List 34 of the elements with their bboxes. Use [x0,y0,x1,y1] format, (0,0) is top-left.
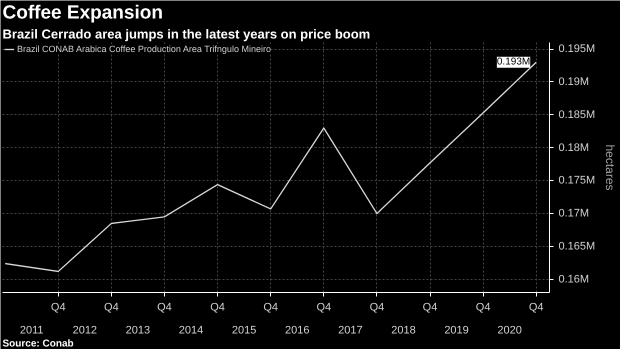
legend-label: Brazil CONAB Arabica Coffee Production Area Trifngulo Mineiro [17,44,271,54]
y-tick-label: 0.16M [558,273,590,286]
x-tick-label: Q4 [370,302,384,314]
x-tick-label: Q4 [476,302,490,314]
y-tick-label: 0.175M [558,174,596,187]
y-tick-label: 0.18M [558,142,590,154]
y-tick-label: 0.17M [558,208,590,220]
text: 2016 [285,324,310,336]
chart-subtitle: Brazil Cerrado area jumps in the latest years on price boom [2,26,370,42]
x-tick-label: Q4 [50,302,66,314]
text: 2011 [20,324,44,336]
x-tick-label: Q4 [263,302,278,314]
text: 2013 [126,324,150,336]
x-tick-label: Q4 [210,302,225,314]
text: 2012 [72,324,98,336]
text: 2019 [444,324,469,336]
x-tick-label: Q4 [104,302,119,314]
text: 2020 [497,324,522,336]
text: 2017 [338,324,363,336]
text: 2014 [178,324,204,336]
x-tick-label: Q4 [422,302,438,314]
y-tick-label: 0.185M [558,108,596,121]
text: 2018 [391,324,416,336]
x-tick-label: Q4 [528,302,544,314]
source-note: Source: Conab [2,338,74,349]
y-axis-title: hectares [603,144,618,191]
y-tick-label: 0.19M [558,76,590,88]
chart-title: Coffee Expansion [2,2,163,24]
annotation: 0.193M [496,56,530,68]
text: 2015 [232,324,256,336]
x-tick-label: Q4 [316,302,332,314]
y-tick-label: 0.165M [558,240,596,252]
x-tick-label: Q4 [157,302,172,314]
y-tick-label: 0.195M [558,43,596,56]
